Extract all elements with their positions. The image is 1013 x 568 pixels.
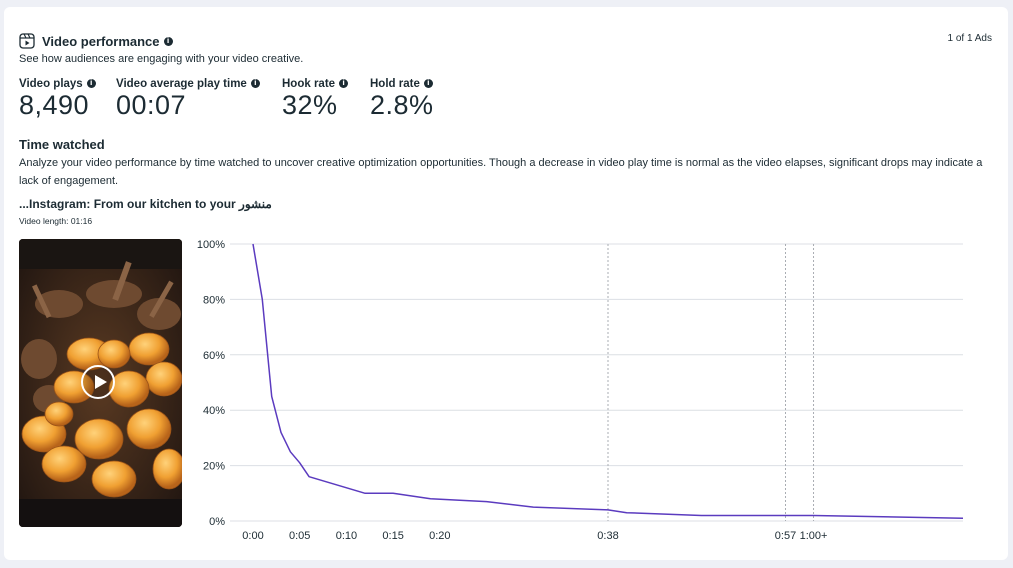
metric-value: 2.8% bbox=[370, 90, 434, 120]
y-tick-label: 20% bbox=[203, 461, 225, 473]
time-watched-chart: 0% 20% 40% 60% 80% 100% 0:00 0:05 0:10 0:15 0:20 0:… bbox=[197, 239, 964, 542]
x-tick-label: 0:10 bbox=[336, 530, 357, 542]
info-icon[interactable]: i bbox=[86, 79, 96, 89]
video-title: منشور Instagram: From our kitchen to you… bbox=[19, 197, 272, 211]
x-tick-label: 0:38 bbox=[597, 530, 618, 542]
section-title: Time watched bbox=[19, 137, 105, 152]
metric-value: 00:07 bbox=[116, 90, 187, 120]
metric-value: 32% bbox=[282, 90, 338, 120]
video-performance-card: Video performance i See how audiences ar… bbox=[4, 7, 1008, 560]
metric-label: Hook rate bbox=[282, 78, 336, 90]
x-tick-label: 0:20 bbox=[429, 530, 450, 542]
section-description: Analyze your video performance by time w… bbox=[19, 157, 983, 187]
info-icon[interactable]: i bbox=[423, 79, 433, 89]
page-title: Video performance bbox=[42, 33, 160, 49]
x-tick-label: 0:15 bbox=[382, 530, 403, 542]
metric-label: Video average play time bbox=[116, 78, 247, 90]
reels-icon bbox=[19, 33, 35, 49]
metric-hook-rate: Hook rate i 32% bbox=[282, 78, 349, 121]
video-length: Video length: 01:16 bbox=[19, 216, 93, 226]
info-icon[interactable]: i bbox=[250, 79, 260, 89]
metric-hold-rate: Hold rate i 2.8% bbox=[370, 78, 434, 121]
series-line bbox=[252, 243, 964, 519]
metric-average-play-time: Video average play time i 00:07 bbox=[116, 78, 260, 121]
y-tick-label: 60% bbox=[203, 350, 225, 362]
x-tick-label: 0:05 bbox=[289, 530, 310, 542]
x-tick-label: 0:57 bbox=[775, 530, 796, 542]
play-icon[interactable] bbox=[81, 365, 115, 399]
metric-value: 8,490 bbox=[19, 90, 90, 120]
video-thumbnail[interactable] bbox=[19, 239, 182, 527]
x-tick-label: 0:00 bbox=[242, 530, 263, 542]
info-icon[interactable]: i bbox=[339, 79, 349, 89]
header: Video performance i bbox=[19, 33, 173, 49]
y-tick-label: 100% bbox=[197, 239, 225, 251]
metric-label: Video plays bbox=[19, 78, 83, 90]
y-tick-label: 40% bbox=[203, 405, 225, 417]
ads-pager: 1 of 1 Ads bbox=[947, 33, 992, 44]
y-tick-label: 0% bbox=[209, 516, 225, 528]
metric-label: Hold rate bbox=[370, 78, 420, 90]
info-icon[interactable]: i bbox=[163, 36, 173, 46]
x-tick-label: 1:00+ bbox=[800, 530, 828, 542]
page-subtitle: See how audiences are engaging with your… bbox=[19, 53, 304, 65]
metric-video-plays: Video plays i 8,490 bbox=[19, 78, 96, 121]
y-tick-label: 80% bbox=[203, 294, 225, 306]
